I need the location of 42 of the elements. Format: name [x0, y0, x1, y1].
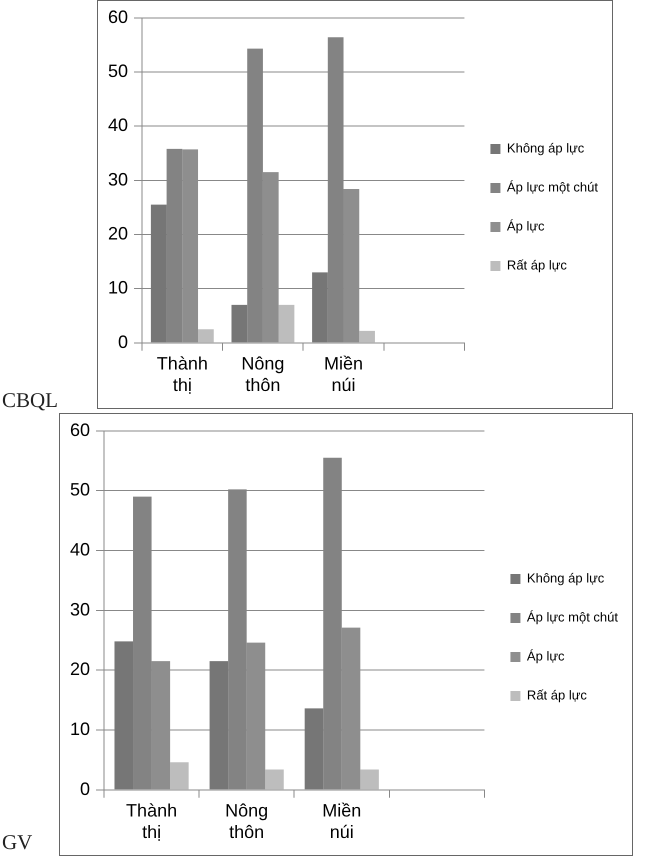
y-tick-label: 10	[108, 278, 128, 298]
y-tick-label: 60	[108, 6, 128, 27]
y-tick-label: 50	[70, 480, 90, 500]
bar	[278, 304, 294, 342]
legend-label: Áp lực một chút	[526, 610, 618, 625]
legend-label: Không áp lực	[526, 570, 605, 586]
legend-label: Không áp lực	[506, 140, 585, 156]
bar	[304, 708, 324, 790]
y-tick-label: 60	[70, 420, 90, 440]
legend-label: Rất áp lực	[526, 688, 588, 703]
bar	[231, 304, 248, 342]
x-tick-label: Miền núi	[322, 800, 362, 842]
y-tick-label: 30	[108, 169, 128, 190]
y-tick-label: 30	[70, 599, 90, 620]
bar	[360, 769, 379, 790]
bar	[359, 330, 375, 342]
text: GV	[2, 830, 32, 855]
y-tick-label: 40	[108, 115, 128, 136]
text: CBQL	[2, 388, 58, 413]
bar	[312, 272, 328, 342]
bar	[198, 329, 214, 342]
bar	[114, 641, 134, 790]
y-tick-label: 0	[80, 778, 90, 799]
x-tick-label: Thành thị	[126, 800, 178, 842]
x-tick-label: Nông thôn	[241, 354, 284, 396]
x-tick-label: Nông thôn	[225, 800, 268, 842]
x-tick-label: Miền núi	[324, 354, 364, 396]
bar	[210, 661, 228, 790]
bar	[170, 762, 189, 790]
legend-label: Áp lực	[506, 218, 546, 234]
x-tick-label: Thành thị	[156, 354, 208, 396]
legend-label: Rất áp lực	[506, 258, 568, 273]
y-tick-label: 20	[70, 659, 90, 680]
y-tick-label: 40	[70, 539, 90, 560]
bar	[150, 204, 167, 342]
y-tick-label: 10	[70, 718, 90, 739]
y-tick-label: 20	[108, 223, 128, 244]
y-tick-label: 50	[108, 60, 128, 81]
legend-label: Áp lực một chút	[506, 180, 598, 195]
y-tick-label: 0	[118, 332, 128, 352]
bar	[265, 769, 284, 790]
legend-label: Áp lực	[526, 648, 566, 664]
